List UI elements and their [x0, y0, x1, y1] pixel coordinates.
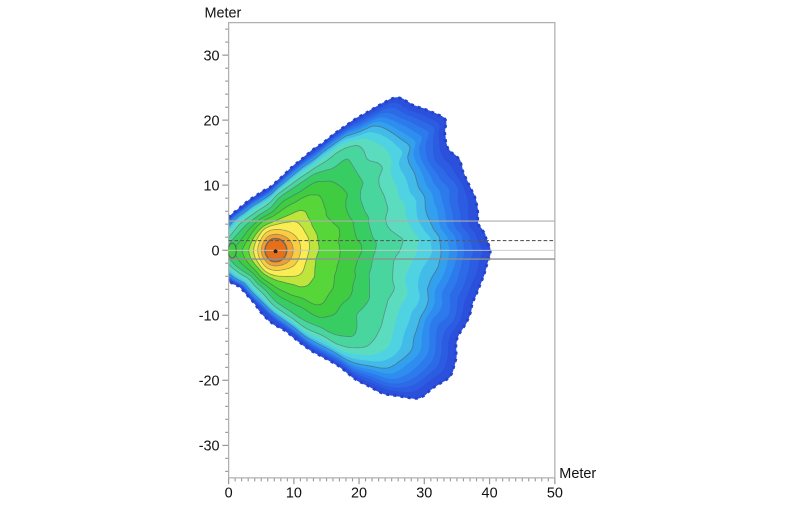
svg-text:10: 10	[286, 485, 302, 501]
svg-text:30: 30	[204, 48, 220, 64]
svg-text:-30: -30	[199, 439, 220, 455]
svg-text:30: 30	[416, 485, 432, 501]
svg-text:-10: -10	[199, 309, 220, 325]
svg-text:Meter: Meter	[559, 466, 596, 482]
svg-text:40: 40	[482, 485, 498, 501]
svg-text:Meter: Meter	[204, 5, 241, 21]
svg-text:0: 0	[225, 485, 233, 501]
svg-text:50: 50	[547, 485, 563, 501]
svg-text:20: 20	[204, 113, 220, 129]
svg-text:10: 10	[204, 178, 220, 194]
svg-text:20: 20	[351, 485, 367, 501]
svg-text:0: 0	[212, 243, 220, 259]
svg-text:-20: -20	[199, 374, 220, 390]
